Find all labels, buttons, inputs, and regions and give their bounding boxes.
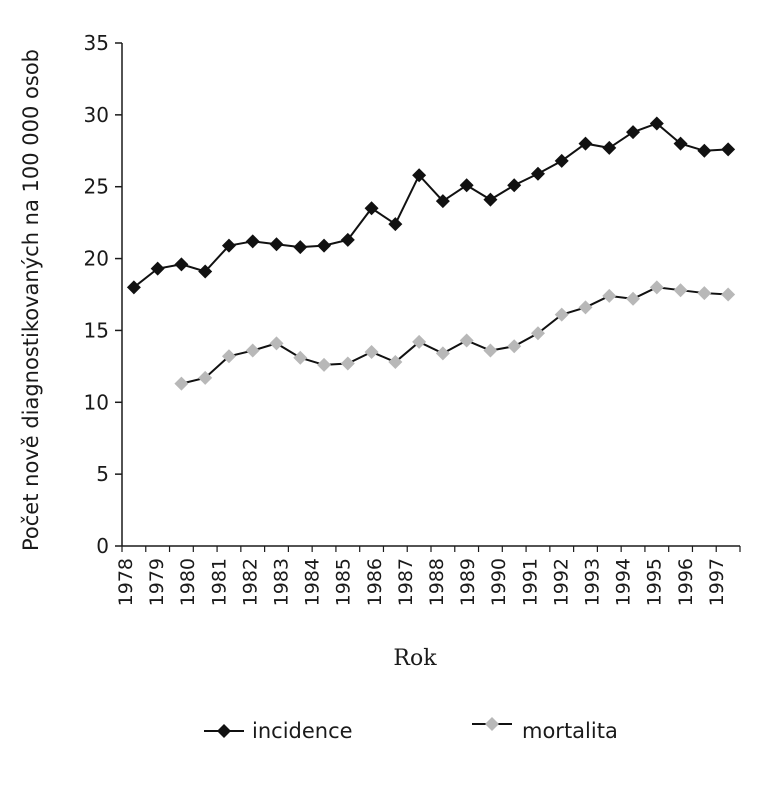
data-point-mortalita xyxy=(459,333,474,348)
data-point-mortalita xyxy=(340,356,355,371)
x-tick-label: 1988 xyxy=(426,558,448,606)
data-point-mortalita xyxy=(602,288,617,303)
y-tick-label: 20 xyxy=(84,247,109,271)
data-point-incidence xyxy=(293,240,308,255)
data-point-incidence xyxy=(412,168,427,183)
data-point-incidence xyxy=(459,178,474,193)
y-tick-label: 10 xyxy=(84,390,109,414)
series-mortalita xyxy=(174,280,736,391)
series-incidence xyxy=(126,116,736,295)
data-point-mortalita xyxy=(626,291,641,306)
data-point-mortalita xyxy=(507,339,522,354)
data-point-incidence xyxy=(198,264,213,279)
data-point-mortalita xyxy=(649,280,664,295)
x-tick-label: 1984 xyxy=(302,558,324,606)
data-point-incidence xyxy=(530,166,545,181)
x-tick-label: 1996 xyxy=(675,558,697,606)
data-point-incidence xyxy=(150,261,165,276)
data-point-mortalita xyxy=(388,355,403,370)
data-point-mortalita xyxy=(578,300,593,315)
y-tick-label: 15 xyxy=(84,318,109,342)
chart-legend: incidence mortalita xyxy=(204,717,618,743)
x-tick-label: 1995 xyxy=(644,558,666,606)
legend-item-incidence: incidence xyxy=(204,719,353,743)
data-point-mortalita xyxy=(174,376,189,391)
y-tick-label: 25 xyxy=(84,175,109,199)
data-point-incidence xyxy=(554,153,569,168)
data-point-mortalita xyxy=(530,326,545,341)
data-point-incidence xyxy=(697,143,712,158)
x-tick-label: 1983 xyxy=(271,558,293,606)
series-layer xyxy=(126,116,736,391)
x-tick-label: 1978 xyxy=(115,558,137,606)
data-point-incidence xyxy=(388,217,403,232)
x-tick-label: 1986 xyxy=(364,558,386,606)
x-tick-label: 1997 xyxy=(706,558,728,606)
data-point-incidence xyxy=(269,237,284,252)
data-point-incidence xyxy=(602,140,617,155)
series-line-mortalita xyxy=(181,286,729,385)
data-point-mortalita xyxy=(293,350,308,365)
legend-marker-incidence xyxy=(217,724,231,738)
data-point-incidence xyxy=(578,136,593,151)
legend-marker-mortalita xyxy=(485,717,499,731)
x-axis-ticks: 1978 1979 1980 1981 1982 1983 1984 1985 1986 1987… xyxy=(115,546,741,606)
data-point-mortalita xyxy=(364,344,379,359)
legend-label-mortalita: mortalita xyxy=(522,719,618,743)
data-point-mortalita xyxy=(673,283,688,298)
data-point-mortalita xyxy=(221,349,236,364)
data-point-incidence xyxy=(649,116,664,131)
x-tick-label: 1987 xyxy=(395,558,417,606)
y-tick-label: 35 xyxy=(84,31,109,55)
x-tick-label: 1982 xyxy=(239,558,261,606)
x-tick-label: 1985 xyxy=(333,558,355,606)
data-point-mortalita xyxy=(483,343,498,358)
x-tick-label: 1994 xyxy=(613,558,635,606)
legend-item-mortalita: mortalita xyxy=(472,717,618,743)
data-point-incidence xyxy=(340,232,355,247)
data-point-mortalita xyxy=(245,343,260,358)
legend-label-incidence: incidence xyxy=(252,719,353,743)
data-point-incidence xyxy=(435,194,450,209)
data-point-mortalita xyxy=(269,336,284,351)
data-point-incidence xyxy=(507,178,522,193)
x-axis-title: Rok xyxy=(393,646,437,671)
data-point-incidence xyxy=(317,238,332,253)
data-point-mortalita xyxy=(721,287,736,302)
y-axis-title: Počet nově diagnostikovaných na 100 000 … xyxy=(19,49,43,551)
data-point-incidence xyxy=(221,238,236,253)
x-tick-label: 1980 xyxy=(177,558,199,606)
data-point-incidence xyxy=(626,125,641,140)
y-tick-label: 0 xyxy=(96,534,109,558)
x-tick-label: 1992 xyxy=(550,558,572,606)
data-point-mortalita xyxy=(697,286,712,301)
data-point-incidence xyxy=(364,201,379,216)
data-point-mortalita xyxy=(412,334,427,349)
data-point-incidence xyxy=(245,234,260,249)
y-tick-label: 5 xyxy=(96,462,109,486)
data-point-incidence xyxy=(483,192,498,207)
x-tick-label: 1981 xyxy=(208,558,230,606)
data-point-mortalita xyxy=(317,357,332,372)
data-point-incidence xyxy=(673,136,688,151)
x-tick-label: 1989 xyxy=(457,558,479,606)
y-axis-ticks: 0 5 10 15 20 25 30 35 xyxy=(84,31,122,558)
data-point-incidence xyxy=(126,280,141,295)
y-tick-label: 30 xyxy=(84,103,109,127)
series-line-incidence xyxy=(133,122,729,289)
data-point-mortalita xyxy=(554,307,569,322)
x-tick-label: 1990 xyxy=(488,558,510,606)
data-point-mortalita xyxy=(435,346,450,361)
x-tick-label: 1991 xyxy=(519,558,541,606)
data-point-incidence xyxy=(721,142,736,157)
data-point-incidence xyxy=(174,257,189,272)
chart-axes xyxy=(121,43,740,547)
x-tick-label: 1979 xyxy=(146,558,168,606)
x-tick-label: 1993 xyxy=(582,558,604,606)
data-point-mortalita xyxy=(198,370,213,385)
